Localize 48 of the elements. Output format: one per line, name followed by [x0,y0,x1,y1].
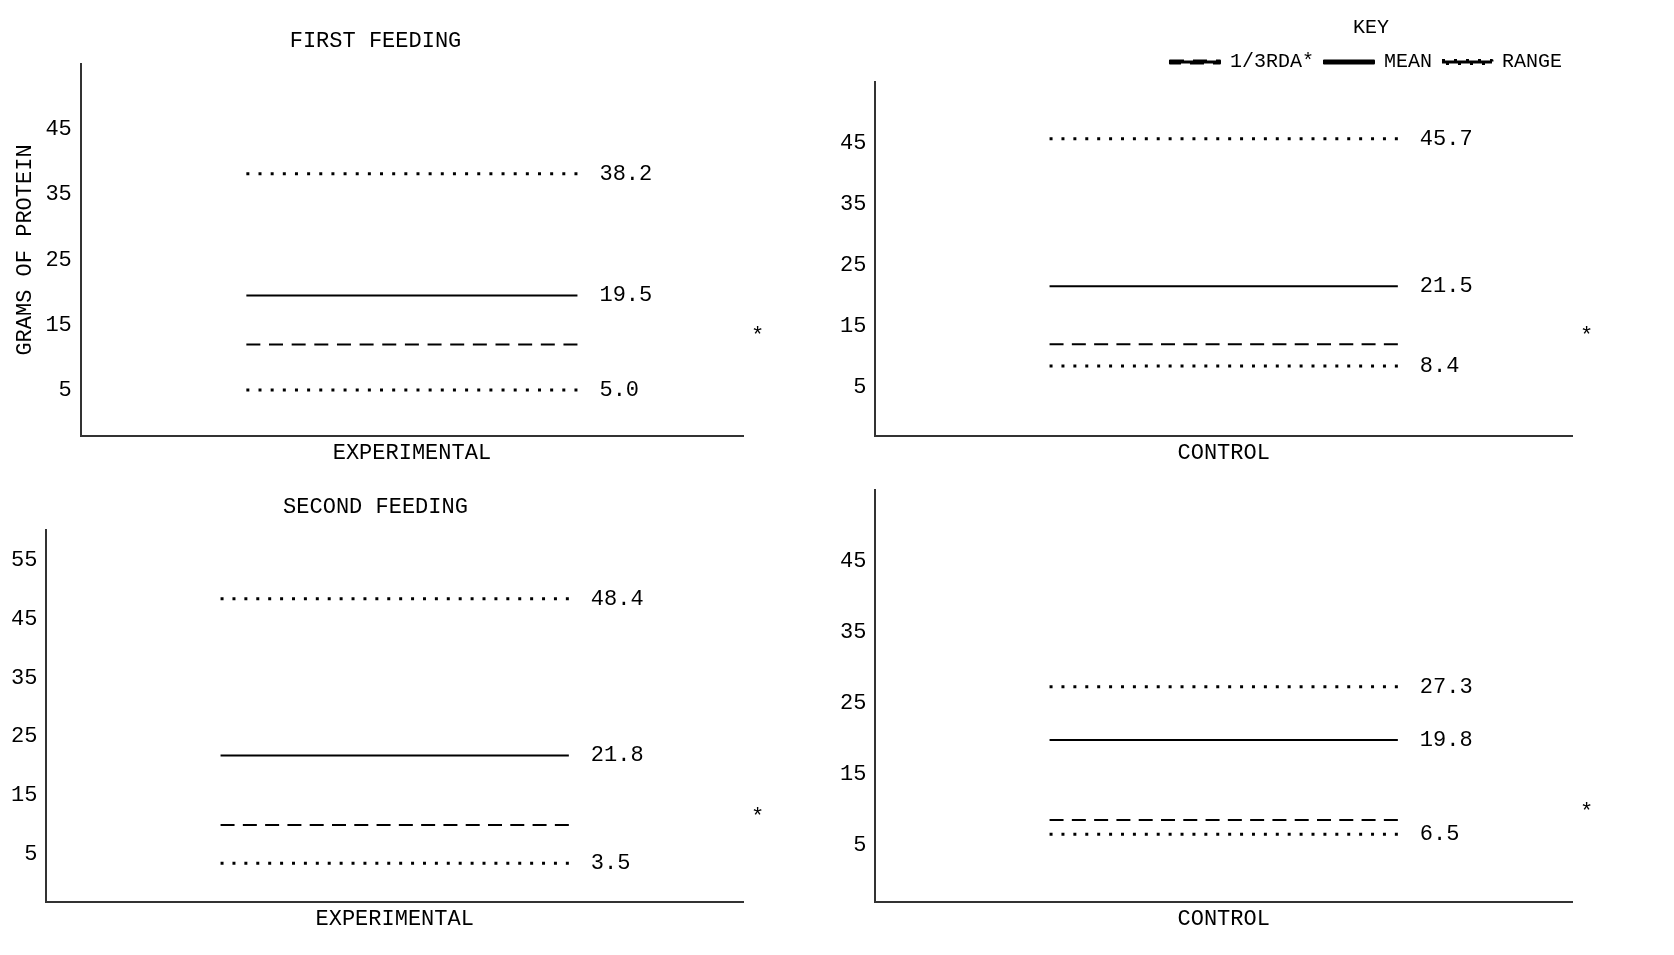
legend-label: RANGE [1501,50,1563,74]
y-tick-label: 25 [45,247,72,273]
data-label: 38.2 [599,161,653,187]
text: * [1580,323,1594,349]
y-tick-label: 15 [840,761,867,787]
text: * [751,804,765,830]
legend-title: KEY [1352,16,1389,40]
y-tick-label: 35 [840,191,867,217]
data-label: 21.8 [590,743,644,769]
y-tick-label: 45 [840,548,867,574]
y-tick-label: 5 [24,842,38,868]
text: * [1580,799,1594,825]
x-axis-title: EXPERIMENTAL [315,906,474,932]
data-label: 6.5 [1419,822,1460,848]
data-label: 19.8 [1419,727,1473,753]
x-axis-title: CONTROL [1177,906,1270,932]
y-tick-label: 5 [58,377,72,403]
y-tick-label: 25 [840,252,867,278]
y-tick-label: 45 [11,606,38,632]
legend-label: 1/3RDA* [1229,50,1314,74]
data-label: 3.5 [590,851,631,877]
x-axis-title: CONTROL [1177,440,1270,466]
chart-title: SECOND FEEDING [283,495,468,521]
data-label: 21.5 [1419,274,1473,300]
y-tick-label: 55 [11,547,38,573]
y-tick-label: 45 [840,130,867,156]
y-tick-label: 5 [853,374,867,400]
y-tick-label: 25 [840,690,867,716]
data-label: 5.0 [599,377,640,403]
y-tick-label: 35 [840,619,867,645]
legend-label: MEAN [1383,50,1432,74]
data-label: 48.4 [590,586,644,612]
y-tick-label: 45 [45,117,72,143]
y-tick-label: 25 [11,724,38,750]
y-tick-label: 15 [45,312,72,338]
text: * [751,324,765,350]
y-tick-label: 35 [11,665,38,691]
data-label: 45.7 [1419,126,1473,152]
y-axis-title: GRAMS OF PROTEIN [13,144,39,356]
y-tick-label: 15 [840,313,867,339]
y-tick-label: 15 [11,783,38,809]
y-tick-label: 5 [853,832,867,858]
data-label: 27.3 [1419,674,1473,700]
chart-title: FIRST FEEDING [289,29,462,55]
x-axis-title: EXPERIMENTAL [332,440,492,466]
y-tick-label: 35 [45,182,72,208]
data-label: 19.5 [599,283,653,309]
data-label: 8.4 [1419,353,1460,379]
